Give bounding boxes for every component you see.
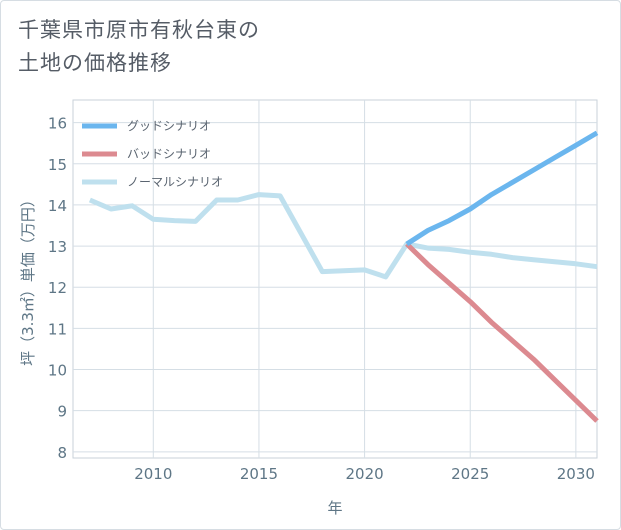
legend-label-2: バッドシナリオ — [127, 147, 211, 161]
legend-label-3: ノーマルシナリオ — [127, 175, 223, 189]
y-tick-label: 13 — [48, 238, 67, 256]
y-tick-label: 9 — [57, 403, 67, 421]
tick-labels: 8 9 10 11 12 13 14 15 16 2010 2015 2020 2025 2030 — [48, 115, 595, 483]
x-tick-label: 2015 — [240, 465, 278, 483]
y-tick-label: 8 — [57, 444, 67, 462]
grid — [73, 100, 597, 458]
series-line-2 — [405, 242, 599, 423]
y-tick-label: 11 — [48, 320, 67, 338]
chart-title-line-2: 土地の価格推移 — [18, 51, 172, 75]
y-axis-label: 坪（3.3㎡）単価（万円） — [19, 192, 37, 366]
chart-title: 千葉県市原市有秋台東の 土地の価格推移 — [18, 14, 260, 80]
series-line-1 — [405, 130, 599, 247]
x-tick-label: 2025 — [451, 465, 489, 483]
y-tick-label: 15 — [48, 156, 67, 174]
x-tick-label: 2030 — [557, 465, 595, 483]
x-tick-label: 2020 — [345, 465, 383, 483]
y-tick-label: 12 — [48, 279, 67, 297]
plot-area — [72, 99, 598, 459]
chart-title-line-1: 千葉県市原市有秋台東の — [18, 18, 260, 42]
legend-label-1: グッドシナリオ — [127, 119, 211, 133]
x-axis-label: 年 — [327, 499, 342, 517]
y-tick-label: 16 — [48, 115, 67, 133]
series-line-3 — [88, 192, 598, 280]
y-tick-label: 14 — [48, 197, 67, 215]
x-tick-label: 2010 — [134, 465, 172, 483]
y-tick-label: 10 — [48, 362, 67, 380]
series-group — [88, 130, 599, 423]
